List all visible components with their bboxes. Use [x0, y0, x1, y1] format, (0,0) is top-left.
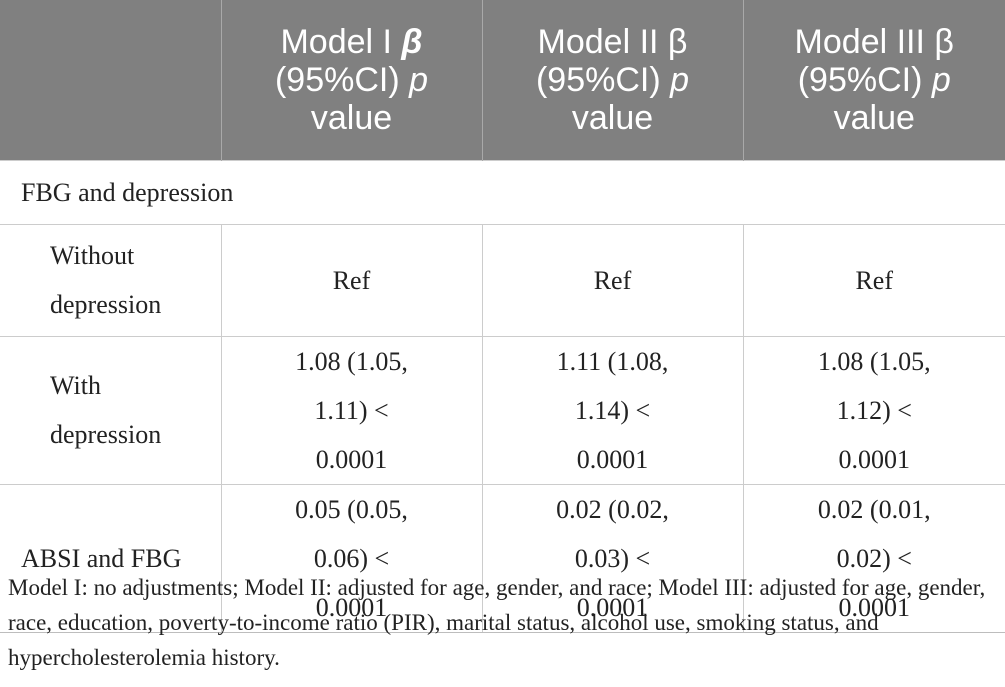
model-3-cell: 1.08 (1.05, 1.12) < 0.0001	[742, 335, 1005, 485]
model-3-cell: Ref	[742, 223, 1005, 337]
header-model-1-ci: (95%CI)	[274, 60, 410, 99]
table-row: ABSI and FBG 0.05 (0.05, 0.06) < 0.0001 …	[0, 483, 1005, 633]
row-label: ABSI and FBG	[0, 483, 222, 633]
section-row: FBG and depression	[0, 159, 1005, 225]
cell-line: 0.06) < 0.0001	[313, 543, 390, 622]
model-2-cell: 0.02 (0.02, 0.03) < 0.0001	[481, 483, 744, 633]
header-model-2: Model II β (95%CI) p value	[482, 0, 744, 160]
header-model-2-ci: (95%CI)	[535, 60, 671, 99]
model-1-cell: Ref	[220, 223, 483, 337]
cell-line: 1.11) < 0.0001	[314, 395, 389, 474]
table-row: Without depression Ref Ref Ref	[0, 223, 1005, 337]
header-model-1-p: p	[409, 60, 429, 99]
model-2-cell: Ref	[481, 223, 744, 337]
row-label-line: With	[50, 371, 101, 400]
header-model-1-value: value	[310, 98, 393, 137]
cell-line: 0.02 (0.01,	[817, 494, 931, 524]
header-model-3-ci: (95%CI)	[797, 60, 932, 99]
header-model-2-p: p	[670, 60, 690, 99]
cell-line: 1.08 (1.05,	[817, 346, 931, 376]
cell-line: Ref	[855, 265, 894, 295]
model-2-cell: 1.11 (1.08, 1.14) < 0.0001	[481, 335, 744, 485]
header-model-3-line1: Model III β	[794, 22, 954, 61]
header-row: Model I β (95%CI) p value Model II β (95…	[0, 0, 1005, 160]
header-model-3-value: value	[833, 98, 915, 137]
model-1-cell: 1.08 (1.05, 1.11) < 0.0001	[220, 335, 483, 485]
header-model-1-line1: Model I	[280, 22, 402, 61]
row-label: With depression	[0, 335, 222, 485]
cell-line: 1.11 (1.08,	[556, 346, 669, 376]
cell-line: 1.08 (1.05,	[295, 346, 408, 376]
cell-line: 0.02) < 0.0001	[836, 543, 912, 622]
row-label-line: depression	[50, 420, 162, 449]
header-blank-cell	[0, 0, 222, 160]
row-label-line: Without	[50, 241, 135, 270]
cell-line: 0.03) < 0.0001	[574, 543, 651, 622]
cell-line: 0.02 (0.02,	[556, 494, 669, 524]
model-1-cell: 0.05 (0.05, 0.06) < 0.0001	[220, 483, 483, 633]
cell-line: Ref	[593, 265, 632, 295]
section-label: FBG and depression	[0, 159, 1005, 225]
header-model-1-beta: β	[401, 22, 423, 61]
results-table: Model I β (95%CI) p value Model II β (95…	[0, 0, 1005, 633]
cell-line: 0.05 (0.05,	[295, 494, 408, 524]
cell-line: Ref	[332, 265, 371, 295]
table-row: With depression 1.08 (1.05, 1.11) < 0.00…	[0, 335, 1005, 485]
header-model-1: Model I β (95%CI) p value	[221, 0, 483, 160]
header-model-3: Model III β (95%CI) p value	[743, 0, 1005, 160]
header-model-2-line1: Model II β	[537, 22, 688, 61]
table-footnote: Model I: no adjustments; Model II: adjus…	[8, 575, 986, 670]
header-model-2-value: value	[571, 98, 654, 137]
row-label-line: ABSI and FBG	[21, 543, 182, 573]
model-3-cell: 0.02 (0.01, 0.02) < 0.0001	[742, 483, 1005, 633]
cell-line: 1.12) < 0.0001	[836, 395, 912, 474]
header-model-3-p: p	[931, 60, 951, 99]
cell-line: 1.14) < 0.0001	[574, 395, 651, 474]
row-label-line: depression	[50, 290, 162, 319]
row-label: Without depression	[0, 223, 222, 337]
